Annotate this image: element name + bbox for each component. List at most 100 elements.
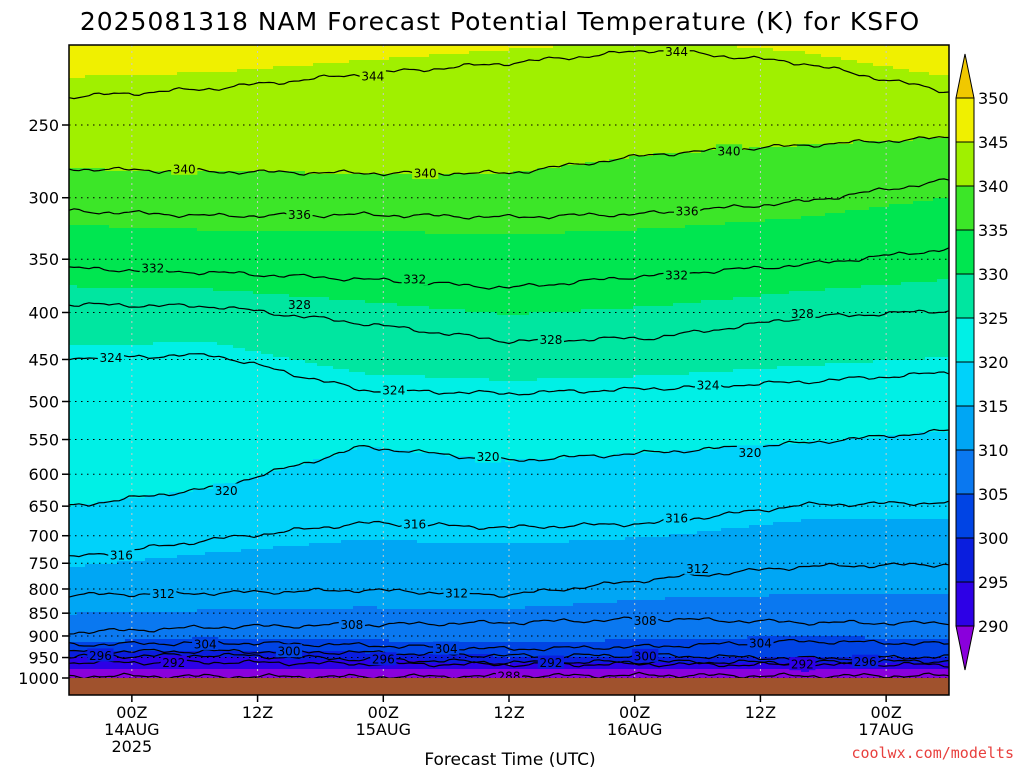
field-cell [357,45,362,61]
field-cell [569,540,574,607]
field-cell [865,45,870,64]
field-cell [849,438,854,520]
field-cell [401,654,406,661]
field-cell [273,651,278,658]
field-cell [737,45,742,49]
field-cell [897,594,902,640]
field-cell [337,669,342,681]
field-cell [445,174,450,235]
field-cell [477,45,482,52]
field-cell [285,294,290,358]
contour-label-bg [286,207,313,221]
field-cell [197,489,202,556]
field-cell [493,642,498,658]
field-cell [633,375,638,454]
contour-label: 320 [477,450,500,464]
field-cell [857,594,862,637]
field-cell [493,459,498,544]
field-cell [569,312,574,379]
field-cell [117,45,122,76]
field-cell [933,282,938,358]
field-cell [777,147,782,220]
y-tick-label: 700 [28,527,59,546]
field-cell [181,555,186,613]
field-cell [669,639,674,658]
field-cell [345,540,350,610]
field-cell [73,225,78,286]
field-cell [569,456,574,541]
field-cell [93,225,98,289]
field-cell [197,555,202,610]
field-cell [329,660,334,670]
field-cell [741,639,746,658]
field-cell [589,231,594,310]
field-cell [605,162,610,232]
field-cell [229,609,234,640]
field-cell [641,228,646,307]
field-cell [421,453,426,544]
field-cell [693,597,698,640]
field-cell [793,366,798,445]
field-cell [105,501,110,565]
field-cell [757,369,762,448]
field-cell [81,345,86,505]
field-cell [453,663,458,670]
field-cell [305,297,310,364]
field-cell [777,522,782,595]
field-cell [413,45,418,58]
field-cell [549,45,554,49]
field-cell [537,378,542,460]
field-cell [481,51,486,175]
field-cell [505,462,510,544]
field-cell [945,432,949,520]
field-cell [397,450,402,541]
field-cell [317,660,322,670]
field-cell [645,228,650,307]
field-cell [157,639,162,652]
y-tick-label: 450 [28,350,59,369]
field-cell [209,231,214,289]
field-cell [885,519,890,595]
field-cell [253,294,258,352]
field-cell [765,669,770,681]
field-cell [477,234,482,313]
field-cell [849,144,854,211]
field-cell [329,300,334,367]
field-cell [481,609,486,643]
field-cell [905,639,910,658]
field-cell [405,174,410,232]
field-cell [397,669,402,681]
field-cell [841,288,846,364]
field-cell [361,669,366,681]
field-cell [893,141,898,205]
y-tick-label: 550 [28,431,59,450]
field-cell [317,231,322,298]
field-cell [717,669,722,681]
field-cell [301,669,306,681]
field-cell [793,594,798,637]
field-cell [429,543,434,610]
field-cell [405,45,410,58]
field-cell [293,231,298,298]
contour-label-bg [401,272,428,286]
field-cell [193,342,198,490]
field-cell [285,45,290,67]
field-cell [505,657,510,664]
contour-label: 292 [162,656,185,670]
field-cell [77,45,82,79]
field-cell [297,669,302,681]
field-cell [421,375,426,454]
field-cell [697,663,702,670]
field-cell [481,654,486,664]
field-cell [613,639,618,658]
field-cell [281,669,286,681]
field-cell [249,171,254,232]
field-cell [881,207,886,286]
field-cell [721,300,726,373]
field-cell [673,450,678,535]
field-cell [929,432,934,520]
field-cell [905,663,910,670]
field-cell [729,372,734,448]
field-cell [77,288,82,346]
field-cell [525,315,530,382]
